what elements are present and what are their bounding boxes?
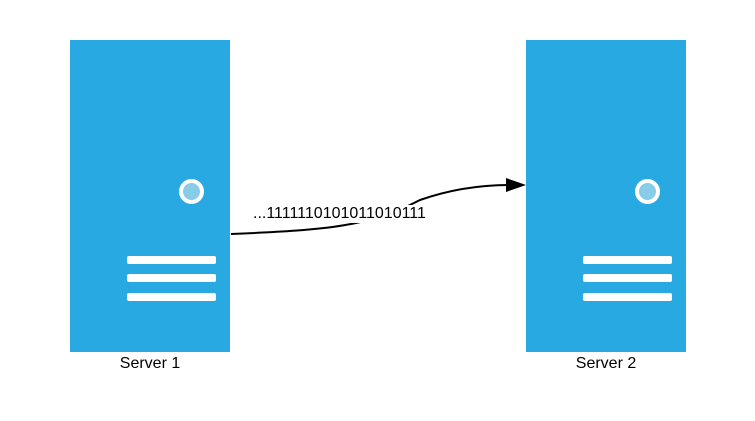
server-body [70,40,230,352]
power-led-icon [635,179,660,204]
bitstream-label: ...1111110101011010111 [251,205,428,223]
server-1-label: Server 1 [119,355,181,372]
vent-slot [583,274,672,282]
vent-slot [583,256,672,264]
server-body [526,40,686,352]
power-led-icon [179,179,204,204]
vent-slot [583,293,672,301]
server-1-icon [70,40,230,352]
vent-slot [127,274,216,282]
server-2-icon [526,40,686,352]
vent-slot [127,256,216,264]
arrow-head-icon [506,178,526,192]
server-2-label: Server 2 [575,355,637,372]
vent-slot [127,293,216,301]
